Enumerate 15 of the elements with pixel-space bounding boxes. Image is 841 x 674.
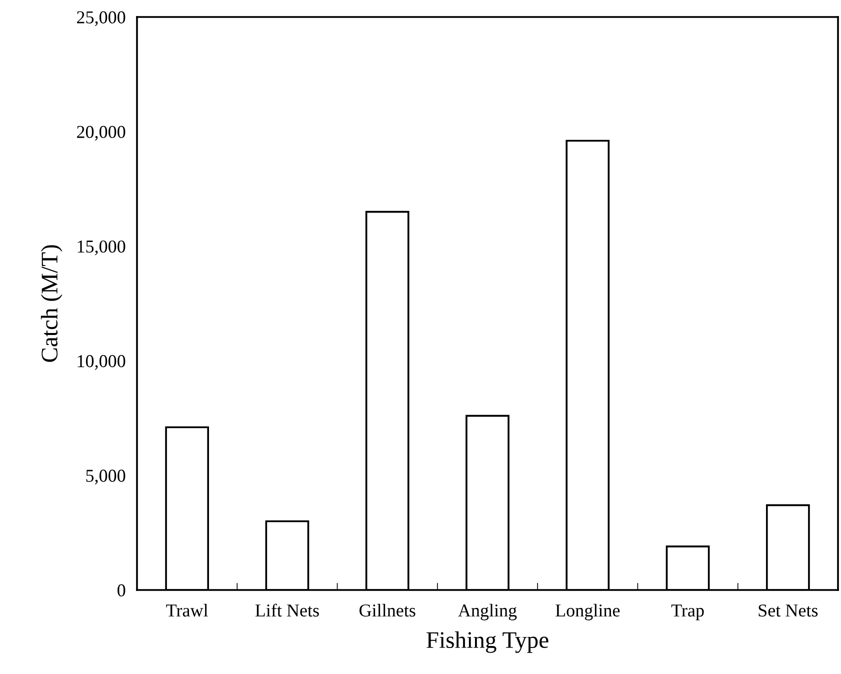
x-tick-label: Trap (671, 604, 704, 620)
y-tick-label: 10,000 (78, 355, 126, 370)
y-tick-label: 20,000 (77, 126, 126, 141)
x-tick-label: Lift Nets (255, 604, 319, 617)
y-axis-title: Catch (M/T) (40, 245, 62, 362)
x-tick-label: Gillnets (360, 604, 416, 617)
x-tick-label: Set Nets (758, 604, 818, 617)
y-tick-label: 5,000 (86, 470, 126, 484)
x-tick-label: Longline (556, 604, 620, 620)
y-tick-label: 25,000 (77, 11, 126, 26)
y-tick-label: 0 (118, 584, 126, 596)
x-axis-title: Fishing Type (426, 631, 548, 653)
x-tick-label: Angling (458, 604, 517, 620)
y-tick-label: 15,000 (78, 240, 126, 256)
x-tick-label: Trawl (166, 604, 208, 617)
